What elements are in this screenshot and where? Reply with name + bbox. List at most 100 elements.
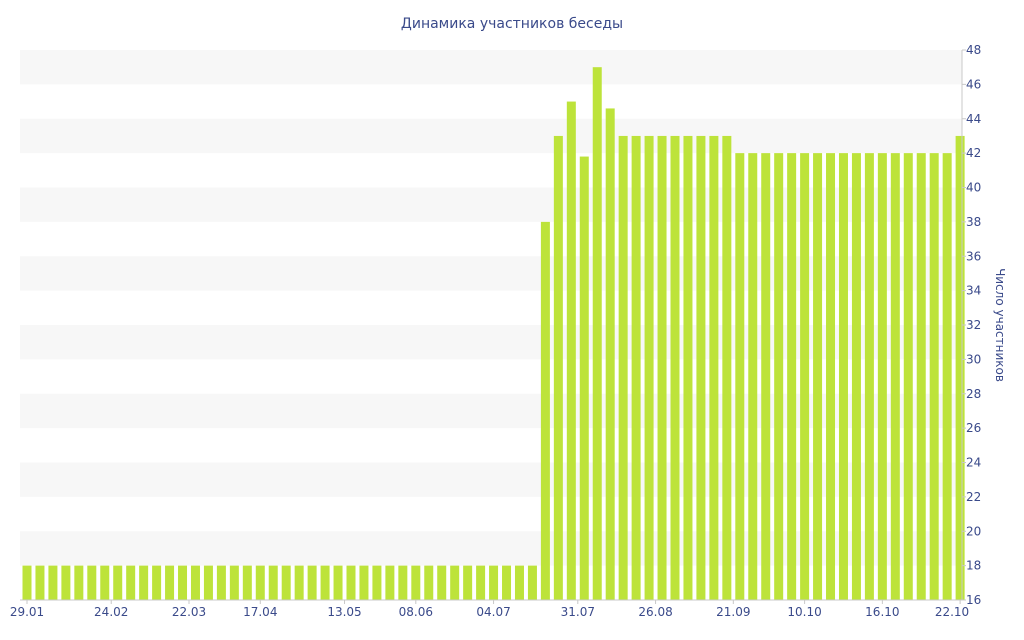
bar (761, 153, 771, 600)
bar (566, 101, 576, 600)
bar (476, 565, 486, 600)
bar (294, 565, 304, 600)
bar (22, 565, 32, 600)
bar-series (22, 67, 965, 600)
bar (320, 565, 330, 600)
bar (864, 153, 874, 600)
bar (826, 153, 836, 600)
y-tick-label: 16 (966, 593, 981, 607)
bar (165, 565, 175, 600)
bar (203, 565, 213, 600)
x-tick-label: 29.01 (10, 605, 44, 619)
y-tick-label: 32 (966, 318, 981, 332)
bar (787, 153, 797, 600)
bar (139, 565, 149, 600)
x-tick-label: 10.10 (787, 605, 821, 619)
y-tick-label: 38 (966, 215, 981, 229)
x-tick-label: 08.06 (399, 605, 433, 619)
bar (100, 565, 110, 600)
y-tick-label: 28 (966, 387, 981, 401)
bar (346, 565, 356, 600)
y-tick-label: 40 (966, 181, 981, 195)
bar (877, 153, 887, 600)
bar (527, 565, 537, 600)
bar (48, 565, 58, 600)
bar (903, 153, 913, 600)
y-tick-label: 30 (966, 352, 981, 366)
bar (113, 565, 123, 600)
bar (437, 565, 447, 600)
y-tick-label: 36 (966, 249, 981, 263)
x-tick-label: 31.07 (561, 605, 595, 619)
bar (683, 135, 693, 600)
bar (372, 565, 382, 600)
bar (307, 565, 317, 600)
bar (385, 565, 395, 600)
bar (644, 135, 654, 600)
grid-band (20, 118, 962, 154)
bar (696, 135, 706, 600)
bar (450, 565, 460, 600)
bar (152, 565, 162, 600)
y-tick-label: 44 (966, 112, 981, 126)
y-axis-label: Число участников (993, 268, 1007, 382)
bar (35, 565, 45, 600)
y-tick-label: 48 (966, 43, 981, 57)
bar (709, 135, 719, 600)
y-tick-label: 18 (966, 559, 981, 573)
bar (774, 153, 784, 600)
bar (216, 565, 226, 600)
y-tick-label: 20 (966, 524, 981, 538)
bar (592, 67, 602, 600)
bar (242, 565, 252, 600)
bar (255, 565, 265, 600)
y-tick-label: 34 (966, 284, 981, 298)
x-tick-label: 17.04 (243, 605, 277, 619)
y-axis: 16 18 20 22 24 26 28 30 32 34 36 38 40 42 44 46 48 (961, 43, 981, 607)
bar (489, 565, 499, 600)
bar (955, 135, 965, 600)
bar (502, 565, 512, 600)
x-tick-label: 26.08 (638, 605, 672, 619)
bar (463, 565, 473, 600)
x-tick-label: 04.07 (476, 605, 510, 619)
bar (514, 565, 524, 600)
y-tick-label: 46 (966, 77, 981, 91)
y-tick-label: 22 (966, 490, 981, 504)
bar (618, 135, 628, 600)
x-tick-label: 22.03 (172, 605, 206, 619)
bar (281, 565, 291, 600)
bar (333, 565, 343, 600)
bar (631, 135, 641, 600)
bar (748, 153, 758, 600)
bar (268, 565, 278, 600)
bar (890, 153, 900, 600)
bar (722, 135, 732, 600)
bar (190, 565, 200, 600)
y-tick-label: 26 (966, 421, 981, 435)
bar (553, 135, 563, 600)
bar (126, 565, 136, 600)
y-tick-label: 24 (966, 456, 981, 470)
bar (178, 565, 188, 600)
bar (929, 153, 939, 600)
bar (851, 153, 861, 600)
bar (942, 153, 952, 600)
x-tick-label: 13.05 (327, 605, 361, 619)
bar (605, 108, 615, 600)
bar (838, 153, 848, 600)
x-tick-label: 16.10 (865, 605, 899, 619)
bar (670, 135, 680, 600)
bar (74, 565, 84, 600)
bar (411, 565, 421, 600)
x-axis: 29.01 24.02 22.03 17.04 13.05 08.06 04.07 31.07… (10, 599, 969, 619)
y-tick-label: 42 (966, 146, 981, 160)
bar (800, 153, 810, 600)
bar (87, 565, 97, 600)
bar (424, 565, 434, 600)
bar (229, 565, 239, 600)
bar (657, 135, 667, 600)
chart-title: Динамика участников беседы (401, 16, 623, 32)
bar (359, 565, 369, 600)
